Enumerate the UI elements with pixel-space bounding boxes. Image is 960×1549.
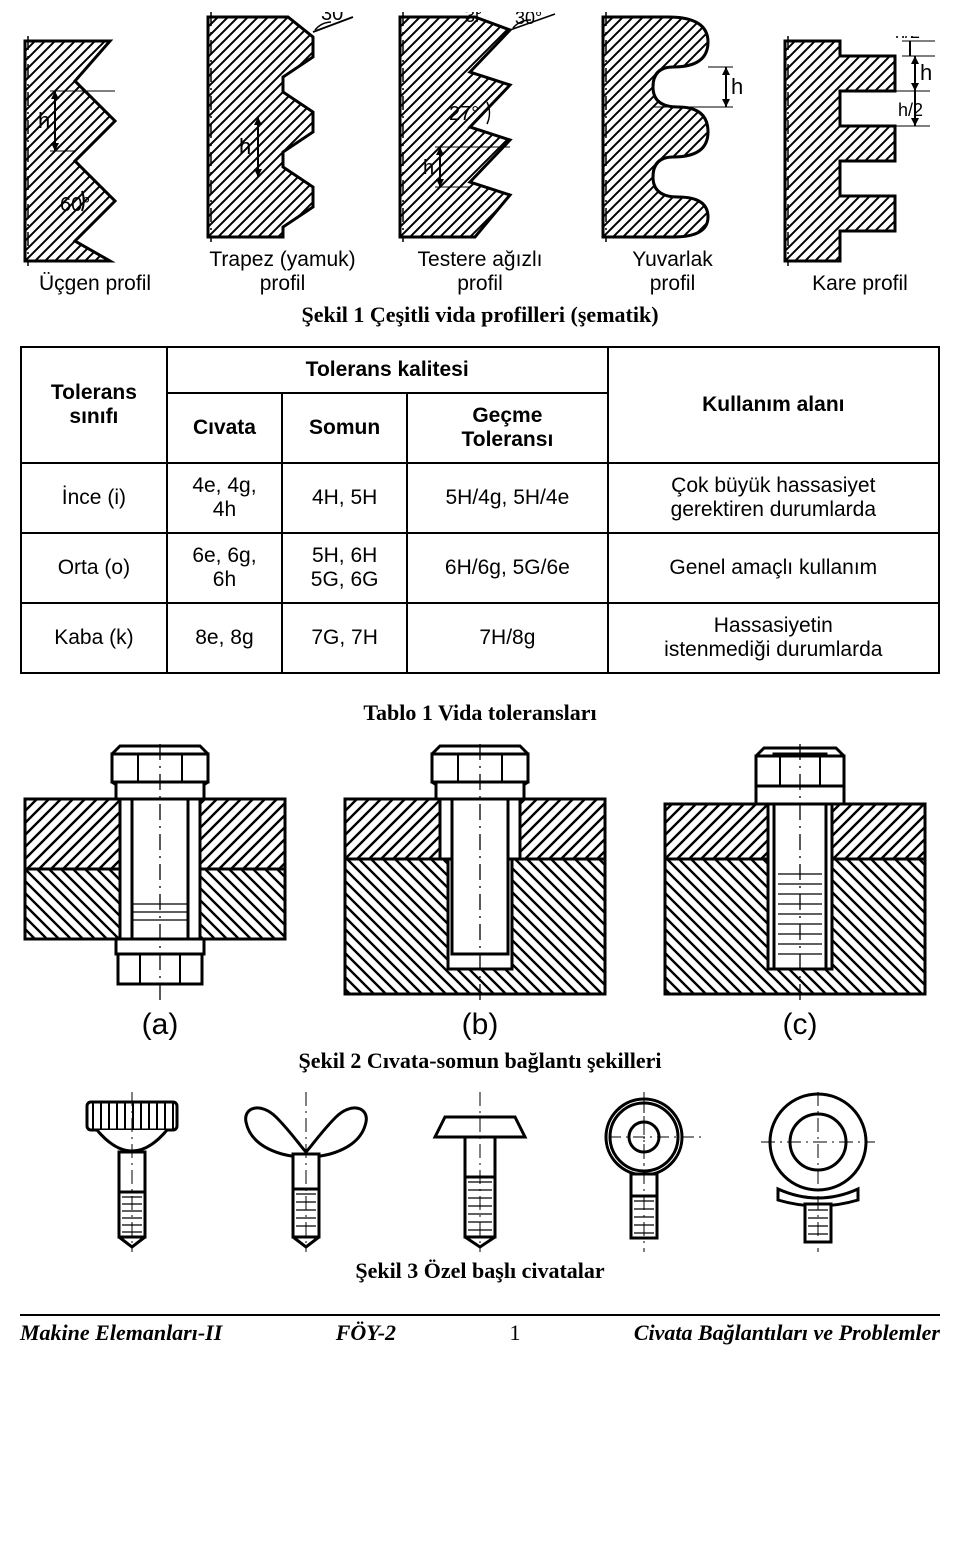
profile-square-svg: h/2 h h/2 — [780, 36, 940, 266]
bolt-c-label: (c) — [783, 1008, 818, 1042]
th-usage: Kullanım alanı — [608, 347, 939, 463]
profile-square-half-bot: h/2 — [898, 100, 923, 120]
profile-saw-angle: 27° — [449, 103, 479, 125]
profile-square-h: h — [920, 60, 932, 85]
bolt-assembly-a: (a) — [20, 744, 300, 1042]
profile-triangle-h: h — [38, 108, 50, 133]
special-bolt-thead — [415, 1092, 545, 1252]
profile-saw: 3° 30° 27° h Testere ağızlıprofil — [395, 12, 565, 296]
profile-triangle-label: Üçgen profil — [39, 272, 151, 296]
profile-triangle-svg: h 60° — [20, 36, 170, 266]
profile-saw-top1: 3° — [465, 12, 482, 26]
th-gecme: GeçmeToleransı — [407, 393, 607, 463]
profile-saw-label: Testere ağızlıprofil — [418, 248, 543, 296]
profile-square: h/2 h h/2 Kare profil — [780, 36, 940, 296]
profile-trapez: 30° h Trapez (yamuk)profil — [203, 12, 363, 296]
table-1-caption: Tablo 1 Vida toleransları — [20, 700, 940, 726]
th-civata: Cıvata — [167, 393, 282, 463]
footer-rule — [20, 1314, 940, 1316]
profile-trapez-svg: 30° h — [203, 12, 363, 242]
figure-3: Şekil 3 Özel başlı civatalar — [20, 1092, 940, 1284]
profile-square-label: Kare profil — [812, 272, 908, 296]
table-row: Kaba (k) 8e, 8g 7G, 7H 7H/8g Hassasiyeti… — [21, 603, 939, 673]
footer-left: Makine Elemanları-II — [20, 1320, 222, 1346]
bolt-c-svg — [660, 744, 940, 1004]
th-somun: Somun — [282, 393, 407, 463]
profile-round: h Yuvarlakprofil — [598, 12, 748, 296]
footer-mid: FÖY-2 — [336, 1320, 396, 1346]
footer-page: 1 — [509, 1320, 520, 1346]
figure-1-caption: Şekil 1 Çeşitli vida profilleri (şematik… — [20, 302, 940, 328]
profile-triangle-angle: 60° — [60, 194, 90, 216]
table-row: Orta (o) 6e, 6g,6h 5H, 6H5G, 6G 6H/6g, 5… — [21, 533, 939, 603]
profile-trapez-label: Trapez (yamuk)profil — [209, 248, 355, 296]
bolt-a-label: (a) — [142, 1008, 179, 1042]
figure-3-caption: Şekil 3 Özel başlı civatalar — [20, 1258, 940, 1284]
bolt-assembly-b: (b) — [340, 744, 620, 1042]
bolt-assembly-c: (c) — [660, 744, 940, 1042]
profile-square-half-top: h/2 — [895, 36, 920, 42]
profile-round-svg: h — [598, 12, 748, 242]
th-class: Toleranssınıfı — [21, 347, 167, 463]
profile-saw-svg: 3° 30° 27° h — [395, 12, 565, 242]
profile-triangle: h 60° Üçgen profil — [20, 36, 170, 296]
footer-right: Civata Bağlantıları ve Problemler — [634, 1320, 940, 1346]
th-quality: Tolerans kalitesi — [167, 347, 608, 393]
tolerance-table: Toleranssınıfı Tolerans kalitesi Kullanı… — [20, 346, 940, 674]
special-bolt-wing — [231, 1092, 381, 1252]
bolt-b-svg — [340, 744, 620, 1004]
special-bolt-eye-side — [743, 1092, 893, 1252]
profile-saw-h: h — [423, 157, 434, 179]
profile-round-h: h — [731, 74, 743, 99]
thread-profile-row: h 60° Üçgen profil 30° — [20, 12, 940, 296]
table-row: İnce (i) 4e, 4g,4h 4H, 5H 5H/4g, 5H/4e Ç… — [21, 463, 939, 533]
profile-trapez-top: 30° — [321, 12, 351, 25]
figure-2-caption: Şekil 2 Cıvata-somun bağlantı şekilleri — [20, 1048, 940, 1074]
special-bolt-eye-front — [579, 1092, 709, 1252]
bolt-a-svg — [20, 744, 300, 1004]
special-bolt-knurled — [67, 1092, 197, 1252]
profile-round-label: Yuvarlakprofil — [632, 248, 713, 296]
tolerance-table-body: İnce (i) 4e, 4g,4h 4H, 5H 5H/4g, 5H/4e Ç… — [21, 463, 939, 673]
profile-saw-top2: 30° — [515, 12, 542, 28]
bolt-b-label: (b) — [462, 1008, 499, 1042]
profile-trapez-h: h — [239, 134, 251, 159]
figure-1: h 60° Üçgen profil 30° — [20, 12, 940, 328]
figure-2: (a) — [20, 744, 940, 1074]
page-footer: Makine Elemanları-II FÖY-2 1 Civata Bağl… — [20, 1320, 940, 1346]
